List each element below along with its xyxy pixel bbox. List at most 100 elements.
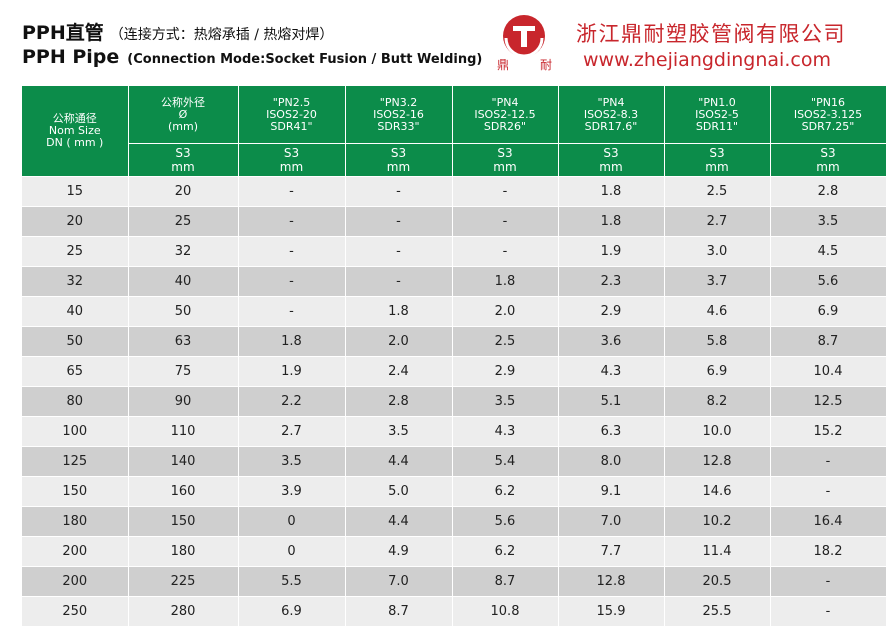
table-cell: 180 [22,506,129,537]
table-cell: 2.5 [664,176,771,207]
table-cell: 8.0 [558,446,665,477]
header-pressure-5: "PN1.0 ISOS2-5 SDR11" [664,86,771,144]
table-cell: 25.5 [664,596,771,627]
table-cell: 15.9 [558,596,665,627]
header-pressure-3: "PN4 ISOS2-12.5 SDR26" [452,86,559,144]
table-cell: 32 [22,266,129,297]
table-cell: 2.2 [238,386,346,417]
table-cell: 4.3 [452,416,559,447]
logo-char-right: 耐 [540,58,553,72]
table-cell: 25 [22,236,129,267]
table-cell: - [238,236,346,267]
table-cell: 8.7 [770,326,886,357]
table-cell: 110 [128,416,239,447]
table-cell: 2.8 [770,176,886,207]
table-cell: 2.0 [345,326,453,357]
table-cell: 2.7 [238,416,346,447]
subheader-pressure-4: S3 mm [558,143,665,177]
table-row: 180 150 0 4.4 5.6 7.0 10.2 16.4 [22,506,886,537]
table-cell: 6.9 [664,356,771,387]
table-cell: 125 [22,446,129,477]
table-cell: 4.5 [770,236,886,267]
table-cell: 20 [128,176,239,207]
table-cell: 3.5 [770,206,886,237]
table-cell: - [238,296,346,327]
spec-table: 公称通径 Nom Size DN ( mm ) 公称外径 Ø (mm) "PN2… [22,86,886,627]
table-cell: - [345,206,453,237]
table-cell: 25 [128,206,239,237]
header-od: 公称外径 Ø (mm) [128,86,239,144]
table-cell: 40 [22,296,129,327]
table-cell: 6.9 [238,596,346,627]
subheader-pressure-6: S3 mm [770,143,886,177]
table-cell: 7.0 [345,566,453,597]
table-cell: 32 [128,236,239,267]
table-row: 50 63 1.8 2.0 2.5 3.6 5.8 8.7 [22,326,886,357]
subheader-pressure-1: S3 mm [238,143,346,177]
header-row: 公称通径 Nom Size DN ( mm ) 公称外径 Ø (mm) "PN2… [22,86,886,177]
table-cell: 80 [22,386,129,417]
table-row: 25 32- - -1.9 3.0 4.5 [22,236,886,267]
website-link[interactable]: www.zhejiangdingnai.com [583,49,831,71]
table-cell: 4.6 [664,296,771,327]
table-cell: 6.2 [452,536,559,567]
table-cell: - [770,476,886,507]
table-cell: - [452,176,559,207]
table-cell: - [238,266,346,297]
table-cell: - [770,446,886,477]
table-row: 40 50-1.8 2.0 2.9 4.6 6.9 [22,296,886,327]
table-cell: 2.9 [558,296,665,327]
subheader-pressure-5: S3 mm [664,143,771,177]
table-cell: - [770,596,886,627]
table-cell: 0 [238,536,346,567]
header-pressure-1: "PN2.5 ISOS2-20 SDR41" [238,86,346,144]
table-cell: 3.5 [345,416,453,447]
table-cell: 2.5 [452,326,559,357]
table-cell: 1.8 [452,266,559,297]
company-name: 浙江鼎耐塑胶管阀有限公司 [576,22,846,46]
title-en: PPH Pipe [22,46,120,68]
logo-char-left: 鼎 [497,58,510,72]
table-cell: 15.2 [770,416,886,447]
table-cell: 3.5 [452,386,559,417]
table-cell: 140 [128,446,239,477]
table-cell: 63 [128,326,239,357]
table-cell: 200 [22,566,129,597]
table-row: 100 110 2.7 3.5 4.3 6.3 10.0 15.2 [22,416,886,447]
table-cell: 90 [128,386,239,417]
subheader-pressure-2: S3 mm [345,143,453,177]
table-cell: 4.3 [558,356,665,387]
table-cell: 15 [22,176,129,207]
table-cell: 11.4 [664,536,771,567]
table-row: 250 280 6.9 8.7 10.8 15.9 25.5- [22,596,886,627]
table-cell: 250 [22,596,129,627]
table-cell: 18.2 [770,536,886,567]
table-cell: 9.1 [558,476,665,507]
table-cell: 1.8 [238,326,346,357]
table-cell: - [345,266,453,297]
table-cell: 2.0 [452,296,559,327]
table-cell: 3.0 [664,236,771,267]
table-row: 15 20- - -1.8 2.5 2.8 [22,176,886,207]
table-cell: 5.8 [664,326,771,357]
table-cell: 20.5 [664,566,771,597]
company-logo-icon [503,15,545,58]
table-cell: 50 [128,296,239,327]
table-cell: 6.9 [770,296,886,327]
table-cell: 160 [128,476,239,507]
table-cell: 1.8 [345,296,453,327]
table-cell: 10.0 [664,416,771,447]
table-cell: 5.1 [558,386,665,417]
table-cell: 10.4 [770,356,886,387]
table-body: 15 20- - -1.8 2.5 2.8 20 25- - -1.8 2.7 3.5 25 32- - -1… [22,176,886,627]
table-cell: 12.8 [664,446,771,477]
table-cell: 65 [22,356,129,387]
table-cell: 225 [128,566,239,597]
table-cell: 2.9 [452,356,559,387]
title-cn-line: PPH直管 （连接方式：热熔承插 / 热熔对焊） [22,18,333,45]
subheader-od: S3 mm [128,143,239,177]
table-row: 200 180 0 4.9 6.2 7.7 11.4 18.2 [22,536,886,567]
table-cell: 3.9 [238,476,346,507]
table-cell: - [238,206,346,237]
title-en-line: PPH Pipe (Connection Mode:Socket Fusion /… [22,46,482,68]
